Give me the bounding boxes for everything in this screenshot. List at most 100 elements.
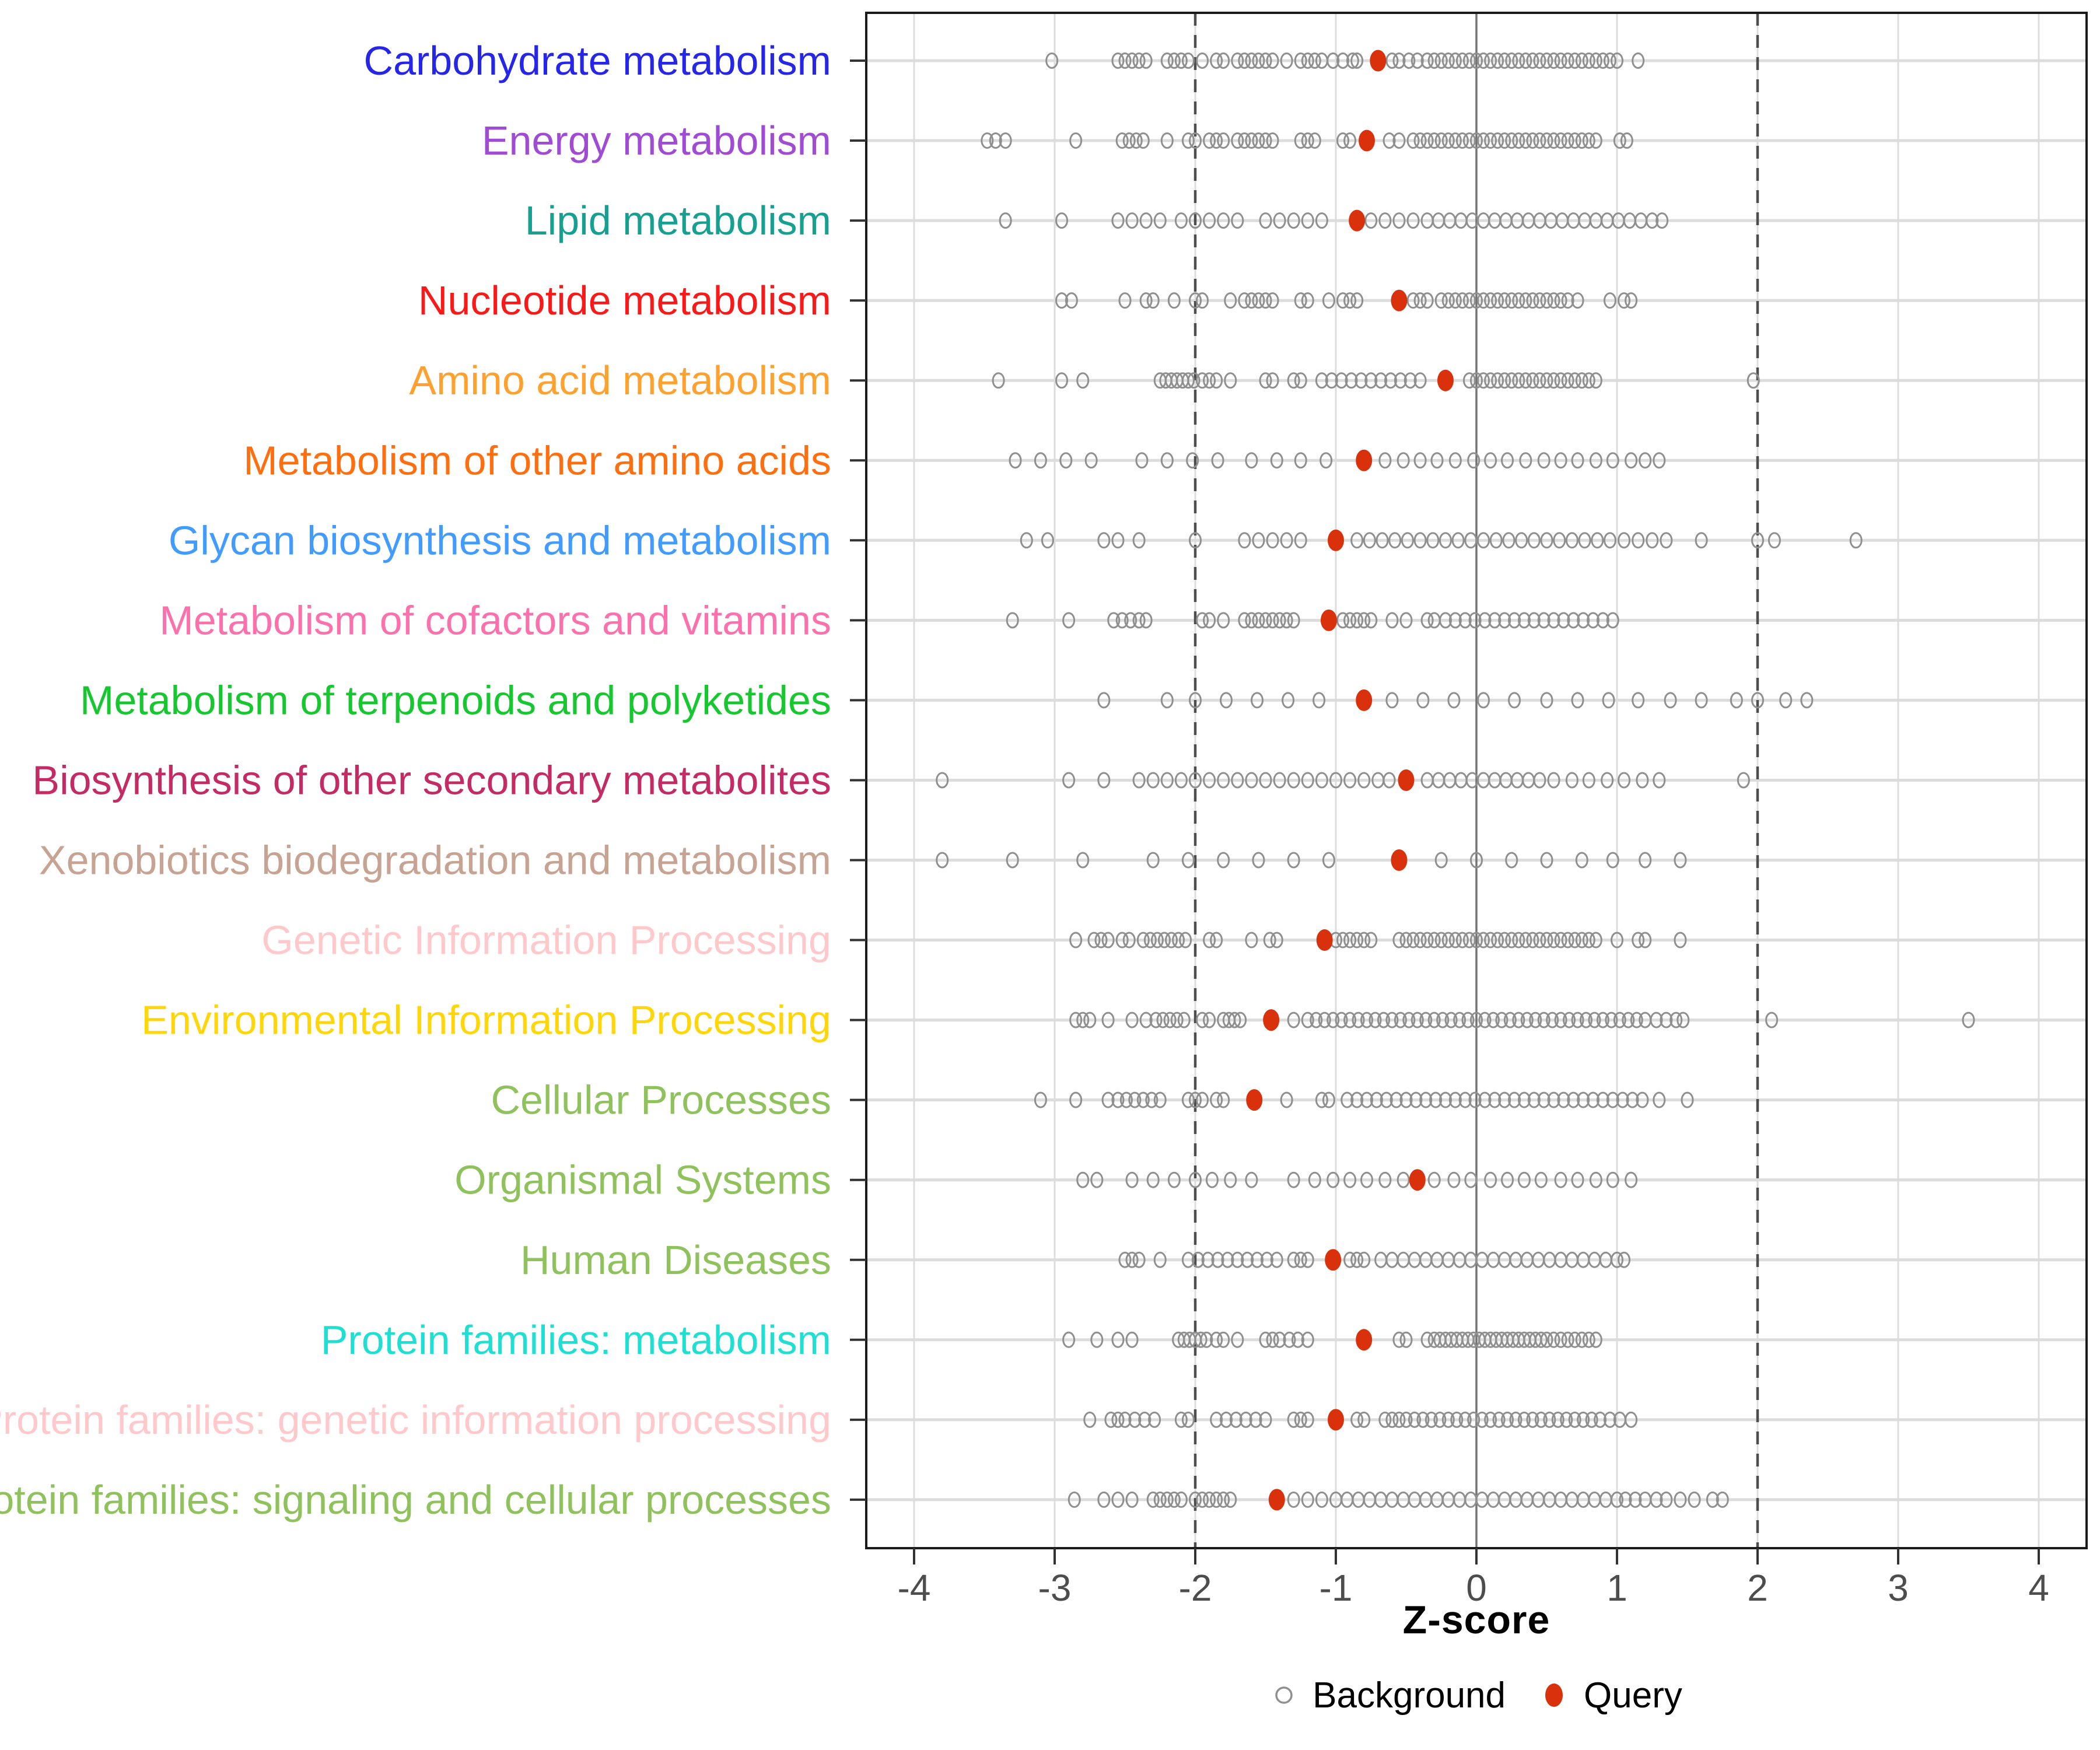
background-point	[1589, 1171, 1602, 1188]
background-point	[1181, 1251, 1195, 1268]
y-axis-label: Environmental Information Processing	[141, 998, 831, 1043]
background-point	[1596, 52, 1609, 69]
background-point	[1517, 612, 1531, 629]
background-point	[1287, 1491, 1300, 1508]
background-point	[1294, 132, 1307, 149]
background-point	[1229, 1411, 1242, 1428]
background-point	[1203, 132, 1216, 149]
background-point	[1557, 1091, 1570, 1108]
background-marker-icon	[1275, 1686, 1293, 1704]
background-point	[1308, 52, 1321, 69]
background-point	[1385, 1411, 1399, 1428]
background-point	[1101, 1091, 1115, 1108]
background-point	[1625, 452, 1638, 469]
background-point	[1616, 1091, 1629, 1108]
background-point	[1470, 52, 1483, 69]
background-point	[1399, 612, 1413, 629]
background-point	[1526, 1411, 1539, 1428]
background-point	[1537, 612, 1550, 629]
background-point	[1294, 1251, 1307, 1268]
background-point	[1266, 132, 1279, 149]
x-axis-tick-label: 1	[1606, 1567, 1628, 1609]
background-point	[1527, 532, 1541, 549]
background-point	[1498, 132, 1511, 149]
y-axis-label: Energy metabolism	[482, 118, 831, 163]
background-point	[1196, 52, 1209, 69]
background-point	[1315, 212, 1328, 229]
background-point	[1287, 1411, 1300, 1428]
background-point	[1287, 612, 1300, 629]
query-point	[1359, 130, 1376, 152]
background-point	[1350, 292, 1364, 309]
background-point	[1203, 212, 1216, 229]
background-point	[1394, 1012, 1407, 1028]
y-axis-label: Nucleotide metabolism	[418, 278, 831, 323]
background-point	[1287, 372, 1300, 389]
background-point	[1055, 212, 1069, 229]
background-point	[1664, 692, 1677, 709]
background-point	[1139, 1012, 1153, 1028]
query-point	[1391, 849, 1408, 871]
background-point	[1172, 932, 1185, 949]
background-point	[1462, 52, 1476, 69]
background-point	[1149, 1012, 1163, 1028]
background-point	[1357, 772, 1371, 789]
query-point	[1391, 289, 1408, 312]
background-point	[1477, 372, 1490, 389]
background-point	[1779, 692, 1793, 709]
background-point	[1484, 132, 1497, 149]
background-point	[1589, 132, 1602, 149]
background-point	[1533, 772, 1546, 789]
background-point	[1203, 1491, 1216, 1508]
background-point	[1505, 372, 1518, 389]
background-point	[1068, 1491, 1081, 1508]
background-point	[1561, 292, 1574, 309]
background-point	[1217, 1091, 1230, 1108]
background-point	[1340, 1091, 1354, 1108]
background-point	[1343, 1171, 1357, 1188]
background-point	[1392, 1411, 1406, 1428]
x-axis-tick-label: 3	[1888, 1567, 1909, 1609]
background-point	[1245, 452, 1258, 469]
background-point	[1251, 1251, 1264, 1268]
background-point	[1125, 1491, 1139, 1508]
background-point	[1962, 1012, 1975, 1028]
x-axis-tick-label: -1	[1320, 1567, 1353, 1609]
background-point	[1491, 52, 1504, 69]
background-point	[1613, 1012, 1626, 1028]
background-point	[1491, 932, 1504, 949]
background-point	[1630, 1012, 1643, 1028]
background-point	[1245, 772, 1258, 789]
background-point	[1605, 1012, 1618, 1028]
background-point	[1533, 292, 1546, 309]
background-point	[1087, 932, 1101, 949]
background-point	[1554, 1171, 1567, 1188]
background-point	[1477, 132, 1490, 149]
background-point	[1427, 1171, 1441, 1188]
background-point	[1392, 932, 1406, 949]
background-point	[1498, 612, 1511, 629]
background-point	[1534, 1171, 1548, 1188]
background-point	[936, 852, 949, 869]
background-point	[1409, 1091, 1423, 1108]
background-point	[1512, 132, 1525, 149]
background-point	[1534, 1331, 1548, 1348]
background-point	[1115, 612, 1129, 629]
background-point	[1484, 372, 1497, 389]
background-point	[1350, 532, 1364, 549]
background-point	[1181, 1411, 1195, 1428]
background-point	[1424, 1411, 1438, 1428]
legend-label-query: Query	[1584, 1675, 1682, 1716]
background-point	[1118, 52, 1132, 69]
background-point	[1455, 52, 1469, 69]
background-point	[1312, 692, 1326, 709]
background-point	[1519, 52, 1532, 69]
legend: Background Query	[866, 1666, 2087, 1724]
background-point	[1097, 532, 1111, 549]
background-point	[1210, 1331, 1223, 1348]
background-point	[1399, 1331, 1413, 1348]
background-point	[1632, 932, 1645, 949]
background-point	[1441, 52, 1455, 69]
background-point	[1252, 52, 1265, 69]
background-point	[1413, 532, 1427, 549]
